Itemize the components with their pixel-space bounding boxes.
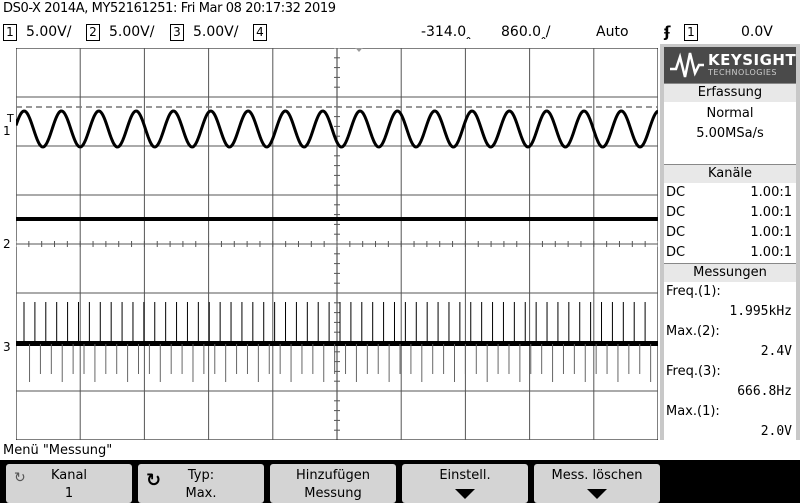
softkey-label: Mess. löschen: [551, 468, 643, 483]
meas-label: Max.(1):: [666, 404, 720, 419]
measurement-value: 2.4V: [664, 342, 796, 362]
kanaele-body: DC 1.00:1 DC 1.00:1 DC 1.00:1 DC 1.00:1: [664, 183, 796, 263]
softkey-label: Hinzufügen: [296, 468, 370, 483]
channel-4-button[interactable]: 4: [253, 24, 267, 41]
channel-row: DC 1.00:1: [664, 203, 796, 223]
softkey-einstell[interactable]: Einstell.: [402, 464, 528, 503]
ch1-marker[interactable]: 1: [3, 124, 11, 138]
trigger-marker: T: [7, 112, 14, 125]
softkey-value: Messung: [304, 486, 362, 501]
submenu-arrow-icon: [587, 489, 607, 499]
ch2-waveform: [16, 217, 658, 221]
meas-value: 666.8Hz: [737, 384, 792, 399]
softkey-mess-loeschen[interactable]: Mess. löschen: [534, 464, 660, 503]
coupling: DC: [666, 205, 686, 220]
channel-row: DC 1.00:1: [664, 223, 796, 243]
measurement-label: Max.(2):: [664, 322, 796, 342]
info-panel: KEYSIGHT TECHNOLOGIES Erfassung Normal 5…: [660, 44, 800, 440]
channel-3-button[interactable]: 3: [170, 24, 184, 41]
channel-row: DC 1.00:1: [664, 183, 796, 203]
ch3-waveform: [16, 302, 658, 382]
channel-2-button[interactable]: 2: [86, 24, 100, 41]
softkey-typ[interactable]: ↻ Typ: Max.: [138, 464, 264, 503]
rising-edge-icon: ʄ: [664, 23, 671, 41]
meas-label: Freq.(1):: [666, 284, 721, 299]
sample-rate: 5.00MSa/s: [696, 126, 764, 141]
channel-2-scale: 5.00V/: [109, 24, 155, 40]
cycle-icon: ↻: [146, 470, 162, 491]
probe-ratio: 1.00:1: [750, 205, 792, 220]
probe-ratio: 1.00:1: [750, 245, 792, 260]
meas-label: Max.(2):: [666, 324, 720, 339]
channel-row: DC 1.00:1: [664, 243, 796, 263]
trigger-mode: Auto: [596, 24, 629, 40]
measurement-label: Freq.(3):: [664, 362, 796, 382]
waveform-display: [16, 48, 658, 440]
time-scale: 860.0ꞈ/: [501, 24, 551, 40]
coupling: DC: [666, 225, 686, 240]
keysight-logo: KEYSIGHT TECHNOLOGIES: [664, 47, 796, 83]
cycle-icon: ↻: [14, 470, 26, 486]
trigger-source-button[interactable]: 1: [684, 24, 698, 41]
measurement-value: 1.995kHz: [664, 302, 796, 322]
softkey-hinzufuegen[interactable]: Hinzufügen Messung: [270, 464, 396, 503]
measurement-value: 666.8Hz: [664, 382, 796, 402]
meas-value: 2.4V: [760, 344, 792, 359]
softkey-label: Typ:: [187, 468, 215, 483]
meas-value: 2.0V: [760, 424, 792, 439]
channel-1-scale: 5.00V/: [26, 24, 72, 40]
meas-label: Freq.(3):: [666, 364, 721, 379]
keysight-wave-icon: [670, 52, 704, 78]
trigger-position-marker: [355, 48, 363, 52]
measurement-value: 2.0V: [664, 422, 796, 442]
meas-value: 1.995kHz: [729, 304, 792, 319]
time-offset: -314.0ꞈ: [421, 24, 471, 40]
erfassung-header: Erfassung: [664, 83, 796, 102]
probe-ratio: 1.00:1: [750, 185, 792, 200]
softkey-label: Kanal: [50, 468, 88, 483]
measurement-label: Freq.(1):: [664, 282, 796, 302]
probe-ratio: 1.00:1: [750, 225, 792, 240]
acquisition-mode: Normal: [706, 106, 754, 121]
ch1-waveform: [16, 109, 658, 149]
kanaele-header: Kanäle: [664, 164, 796, 183]
trigger-level: 0.0V: [741, 24, 773, 40]
measurement-label: Max.(1):: [664, 402, 796, 422]
softkey-menu: ↻ Kanal 1 ↻ Typ: Max. Hinzufügen Messung…: [0, 460, 800, 503]
menu-title: Menü "Messung": [3, 443, 113, 458]
messungen-body: Freq.(1): 1.995kHz Max.(2): 2.4V Freq.(3…: [664, 282, 796, 440]
channel-bar: 1 5.00V/ 2 5.00V/ 3 5.00V/ 4 -314.0ꞈ 860…: [0, 22, 800, 42]
logo-sub: TECHNOLOGIES: [708, 68, 777, 77]
erfassung-body: Normal 5.00MSa/s: [664, 102, 796, 164]
softkey-kanal[interactable]: ↻ Kanal 1: [6, 464, 132, 503]
channel-3-scale: 5.00V/: [193, 24, 239, 40]
submenu-arrow-icon: [455, 489, 475, 499]
logo-brand: KEYSIGHT: [708, 51, 797, 69]
title-line: DS0-X 2014A, MY52161251: Fri Mar 08 20:1…: [3, 1, 336, 16]
softkey-value: 1: [64, 486, 74, 501]
channel-1-button[interactable]: 1: [3, 24, 17, 41]
coupling: DC: [666, 185, 686, 200]
ch3-marker[interactable]: 3: [3, 340, 11, 354]
ch2-marker[interactable]: 2: [3, 237, 11, 251]
softkey-value: Max.: [185, 486, 217, 501]
softkey-label: Einstell.: [439, 468, 491, 483]
coupling: DC: [666, 245, 686, 260]
messungen-header: Messungen: [664, 263, 796, 282]
